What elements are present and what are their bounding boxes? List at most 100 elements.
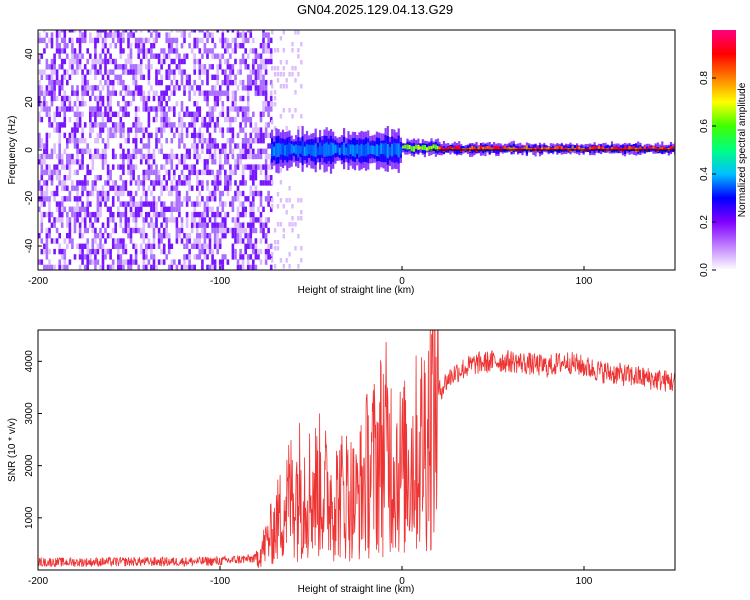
heatmap-cell bbox=[139, 48, 143, 54]
heatmap-cell bbox=[297, 234, 300, 239]
heatmap-cell bbox=[106, 106, 110, 112]
heatmap-cell bbox=[104, 180, 107, 186]
heatmap-cell bbox=[134, 127, 138, 133]
heatmap-cell bbox=[38, 32, 41, 38]
heatmap-cell bbox=[55, 30, 59, 33]
heatmap-cell bbox=[91, 64, 95, 70]
heatmap-cell bbox=[198, 30, 202, 33]
heatmap-cell bbox=[48, 74, 51, 80]
heatmap-cell bbox=[55, 43, 59, 49]
heatmap-cell bbox=[234, 159, 237, 165]
heatmap-cell bbox=[178, 116, 181, 123]
heatmap-cell bbox=[198, 243, 202, 249]
heatmap-cell bbox=[145, 48, 148, 54]
heatmap-cell bbox=[91, 37, 95, 44]
heatmap-cell bbox=[276, 222, 280, 227]
heatmap-cell bbox=[206, 254, 209, 260]
heatmap-cell bbox=[185, 264, 189, 270]
heatmap-cell bbox=[50, 32, 54, 38]
heatmap-cell bbox=[196, 132, 199, 139]
heatmap-cell bbox=[180, 58, 184, 65]
heatmap-cell bbox=[234, 58, 237, 65]
heatmap-cell bbox=[94, 116, 97, 123]
heatmap-cell bbox=[96, 30, 100, 33]
heatmap-cell bbox=[178, 159, 181, 165]
heatmap-cell bbox=[277, 143, 280, 157]
heatmap-cell bbox=[241, 53, 245, 59]
heatmap-cell bbox=[234, 48, 237, 54]
heatmap-cell bbox=[249, 243, 253, 249]
heatmap-cell bbox=[134, 69, 138, 75]
heatmap-cell bbox=[262, 132, 265, 139]
heatmap-cell bbox=[160, 164, 163, 170]
heatmap-cell bbox=[216, 211, 219, 218]
heatmap-cell bbox=[249, 169, 253, 176]
heatmap-cell bbox=[94, 148, 97, 154]
heatmap-cell bbox=[226, 153, 230, 160]
heatmap-cell bbox=[208, 169, 212, 176]
heatmap-cell bbox=[358, 145, 361, 158]
heatmap-cell bbox=[104, 248, 107, 255]
heatmap-cell bbox=[150, 243, 153, 249]
heatmap-cell bbox=[139, 64, 143, 70]
heatmap-cell bbox=[78, 48, 82, 54]
heatmap-cell bbox=[226, 37, 230, 44]
heatmap-cell bbox=[147, 164, 151, 170]
heatmap-cell bbox=[229, 106, 232, 112]
heatmap-cell bbox=[48, 37, 51, 44]
heatmap-cell bbox=[178, 233, 181, 239]
heatmap-cell bbox=[147, 238, 151, 244]
heatmap-cell bbox=[201, 243, 204, 249]
heatmap-cell bbox=[170, 211, 174, 218]
heatmap-cell bbox=[246, 64, 250, 70]
heatmap-cell bbox=[239, 211, 242, 218]
heatmap-cell bbox=[129, 53, 133, 59]
heatmap-cell bbox=[81, 254, 84, 260]
heatmap-cell bbox=[259, 53, 263, 59]
heatmap-cell bbox=[91, 111, 95, 117]
heatmap-cell bbox=[193, 211, 196, 218]
heatmap-cell bbox=[218, 164, 222, 170]
heatmap-cell bbox=[254, 48, 258, 54]
heatmap-cell bbox=[106, 190, 110, 197]
heatmap-cell bbox=[259, 43, 263, 49]
heatmap-cell bbox=[193, 238, 196, 244]
heatmap-cell bbox=[78, 164, 82, 170]
heatmap-cell bbox=[109, 95, 112, 102]
heatmap-cell bbox=[423, 145, 426, 151]
heatmap-cell bbox=[231, 101, 235, 107]
heatmap-cell bbox=[145, 53, 148, 59]
heatmap-cell bbox=[236, 238, 240, 244]
heatmap-cell bbox=[229, 164, 232, 170]
heatmap-cell bbox=[196, 116, 199, 123]
heatmap-cell bbox=[236, 233, 240, 239]
heatmap-cell bbox=[81, 180, 84, 186]
heatmap-cell bbox=[40, 222, 44, 228]
heatmap-cell bbox=[91, 248, 95, 255]
heatmap-cell bbox=[241, 106, 245, 112]
heatmap-cell bbox=[109, 69, 112, 75]
heatmap-cell bbox=[73, 111, 77, 117]
heatmap-cell bbox=[53, 111, 56, 117]
heatmap-cell bbox=[213, 190, 217, 197]
heatmap-cell bbox=[239, 106, 242, 112]
heatmap-cell bbox=[206, 206, 209, 212]
heatmap-cell bbox=[249, 143, 253, 149]
heatmap-cell bbox=[193, 222, 196, 228]
heatmap-cell bbox=[71, 53, 74, 59]
heatmap-cell bbox=[155, 264, 158, 270]
heatmap-cell bbox=[241, 206, 245, 212]
heatmap-cell bbox=[229, 143, 232, 149]
heatmap-cell bbox=[78, 122, 82, 128]
heatmap-cell bbox=[236, 217, 240, 223]
heatmap-cell bbox=[196, 180, 199, 186]
heatmap-cell bbox=[241, 138, 245, 144]
heatmap-cell bbox=[264, 222, 268, 228]
heatmap-cell bbox=[226, 259, 230, 265]
heatmap-cell bbox=[58, 243, 61, 249]
heatmap-cell bbox=[43, 30, 46, 33]
heatmap-cell bbox=[213, 264, 217, 270]
heatmap-cell bbox=[206, 127, 209, 133]
heatmap-cell bbox=[239, 233, 242, 239]
heatmap-cell bbox=[216, 30, 219, 33]
